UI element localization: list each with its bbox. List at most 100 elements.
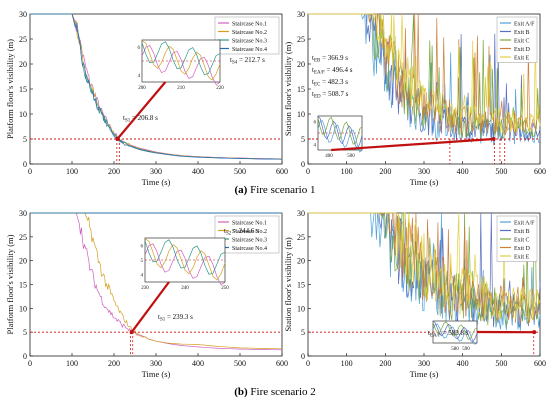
y-tick-label: 20 [19,60,27,69]
legend-entry: Exit B [514,229,530,235]
legend: Exit A/F Exit B Exit C Exit D Exit E [497,17,537,63]
x-tick-label: 100 [66,359,78,368]
y-tick-label: 15 [19,85,27,94]
inset-x-tick-label: 400 [325,154,333,159]
y-tick-label: 0 [23,160,27,169]
x-tick-label: 400 [192,167,204,176]
y-tick-label: 30 [19,209,27,218]
legend-entry: Staircase No.1 [232,22,267,28]
x-tick-label: 200 [379,359,391,368]
x-tick-label: 0 [28,167,32,176]
y-tick-label: 25 [297,35,305,44]
x-tick-label: 0 [306,359,310,368]
legend-entry: Staircase No.4 [232,246,267,252]
caption-b: (b) Fire scenario 2 [0,386,550,398]
x-tick-label: 500 [234,167,246,176]
legend-entry: Exit C [514,238,530,244]
y-tick-label: 10 [297,304,305,313]
x-tick-label: 600 [276,167,288,176]
x-tick-label: 400 [457,359,469,368]
caption-a-letter: (a) [235,184,248,196]
y-tick-label: 5 [23,135,27,144]
legend-entry: Exit B [514,30,530,36]
y-tick-label: 5 [301,328,305,337]
y-tick-label: 10 [19,110,27,119]
legend-entry: Exit A/F [514,22,535,28]
x-tick-label: 300 [150,359,162,368]
y-axis-label: Platform floor's visibility (m) [5,39,15,139]
x-tick-label: 600 [534,359,546,368]
y-tick-label: 5 [301,135,305,144]
x-tick-label: 200 [108,359,120,368]
inset-x-tick-label: 580 [451,347,459,352]
x-tick-label: 0 [28,359,32,368]
pointer-arrow-head [115,137,119,141]
panel-b-platform: 0 100 200 300 400 500 600 0 5 10 15 20 25 30 Time (s) P… [5,209,288,379]
y-tick-label: 20 [297,257,305,266]
x-tick-label: 500 [495,359,507,368]
x-tick-label: 500 [234,359,246,368]
inset-x-tick-label: 220 [216,86,224,91]
inset-x-tick-label: 240 [181,286,189,291]
legend: Staircase No.1 Staircase No.2 Staircase No… [215,17,279,54]
y-tick-label: 10 [297,110,305,119]
legend-entry: Staircase No.1 [232,221,267,227]
y-tick-label: 15 [297,85,305,94]
pointer-arrow-head [532,330,536,334]
caption-a-text: Fire scenario 1 [250,184,315,196]
y-tick-label: 25 [297,233,305,242]
x-tick-label: 100 [66,167,78,176]
pointer-arrow-head [492,137,496,141]
x-axis-label: Time (s) [410,369,439,379]
legend-entry: Exit D [514,47,530,53]
y-tick-label: 15 [297,281,305,290]
y-tick-label: 5 [23,328,27,337]
y-tick-label: 0 [23,352,27,361]
y-tick-label: 15 [19,281,27,290]
legend-entry: Exit E [514,56,529,62]
inset-x-tick-label: 200 [138,86,146,91]
x-tick-label: 600 [534,167,546,176]
y-tick-label: 20 [19,257,27,266]
y-axis-label: Platform floor's visibility (m) [5,234,15,334]
x-tick-label: 300 [418,359,430,368]
inset-x-tick-label: 250 [221,286,229,291]
y-tick-label: 10 [19,304,27,313]
inset-x-tick-label: 230 [141,286,149,291]
caption-b-text: Fire scenario 2 [250,386,315,398]
x-tick-label: 0 [306,167,310,176]
x-tick-label: 300 [418,167,430,176]
inset-x-tick-label: 500 [347,154,355,159]
caption-b-letter: (b) [234,386,247,398]
y-tick-label: 0 [301,352,305,361]
legend-entry: Staircase No.4 [232,47,267,53]
inset-x-tick-label: 210 [177,86,185,91]
legend-entry: Staircase No.3 [232,39,267,45]
legend-entry: Exit A/F [514,221,535,227]
y-axis-label: Station floor's visibility (m) [283,42,293,136]
x-tick-label: 100 [341,359,353,368]
x-tick-label: 200 [108,167,120,176]
y-tick-label: 30 [19,10,27,19]
x-tick-label: 100 [341,167,353,176]
x-tick-label: 500 [495,167,507,176]
legend-entry: Exit C [514,39,530,45]
x-tick-label: 600 [276,359,288,368]
y-tick-label: 30 [297,10,305,19]
x-axis-label: Time (s) [142,369,171,379]
y-axis-label: Station floor's visibility (m) [283,237,293,331]
x-tick-label: 200 [379,167,391,176]
y-tick-label: 25 [19,233,27,242]
legend-entry: Staircase No.2 [232,30,267,36]
x-tick-label: 400 [192,359,204,368]
legend-entry: Exit E [514,255,529,261]
legend-entry: Staircase No.3 [232,238,267,244]
y-tick-label: 20 [297,60,305,69]
y-tick-label: 25 [19,35,27,44]
x-tick-label: 300 [150,167,162,176]
